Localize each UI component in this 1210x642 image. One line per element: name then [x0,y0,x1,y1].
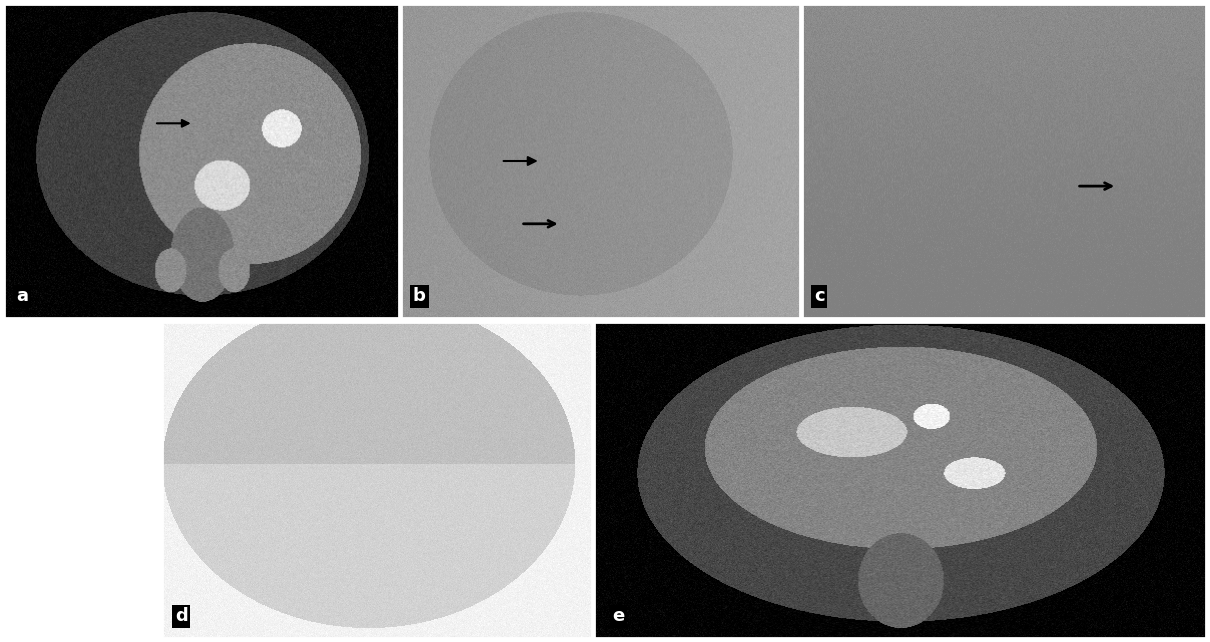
Text: d: d [175,607,188,625]
Text: a: a [16,288,28,306]
Text: c: c [814,288,825,306]
Text: b: b [413,288,426,306]
Text: e: e [612,607,624,625]
